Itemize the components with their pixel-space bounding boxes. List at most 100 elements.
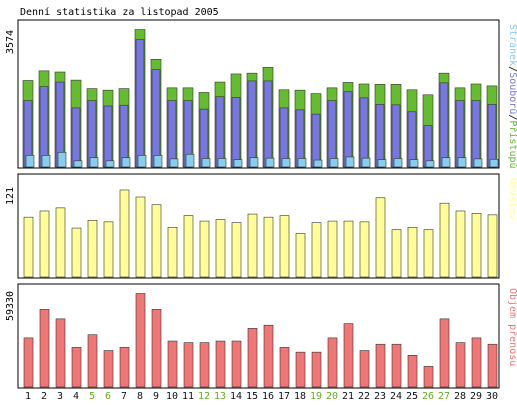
x-tick-label-day-6: 6: [105, 391, 111, 402]
bar-str-nek-day-26: [425, 160, 435, 168]
bar-str-nek-day-11: [185, 153, 195, 168]
bar-soubor--day-23: [375, 104, 385, 168]
bar-objem-p-enosu-day-27: [439, 318, 450, 388]
bar-n-v-t-v-day-11: [183, 215, 194, 278]
bar-objem-p-enosu-day-18: [295, 351, 306, 388]
bar-str-nek-day-22: [361, 157, 371, 168]
bar-n-v-t-v-day-16: [263, 216, 274, 278]
bar-objem-p-enosu-day-2: [39, 309, 50, 388]
bar-objem-p-enosu-day-30: [487, 343, 498, 388]
bar-objem-p-enosu-day-8: [135, 293, 146, 388]
bar-soubor--day-25: [407, 111, 417, 168]
panel-frame: [17, 19, 500, 169]
bar-objem-p-enosu-day-29: [471, 337, 482, 388]
legend-separator: /: [507, 114, 517, 120]
x-tick-label-day-14: 14: [230, 391, 242, 402]
x-tick-label-day-28: 28: [454, 391, 466, 402]
x-tick-label-day-18: 18: [294, 391, 306, 402]
y-max-label: 59330: [5, 291, 16, 321]
x-tick-label-day-8: 8: [137, 391, 143, 402]
bar-objem-p-enosu-day-6: [103, 350, 114, 388]
bar-str-nek-day-13: [217, 158, 227, 168]
bar-str-nek-day-20: [329, 158, 339, 168]
x-tick-label-day-2: 2: [41, 391, 47, 402]
bar-n-v-t-v-day-15: [247, 213, 258, 278]
bar-objem-p-enosu-day-5: [87, 334, 98, 388]
bar-soubor--day-6: [103, 105, 113, 168]
bar-n-v-t-v-day-14: [231, 222, 242, 278]
bar-objem-p-enosu-day-3: [55, 318, 66, 388]
bar-soubor--day-14: [231, 97, 241, 168]
bar-n-v-t-v-day-9: [151, 204, 162, 278]
x-tick-label-day-26: 26: [422, 391, 434, 402]
bar-n-v-t-v-day-4: [71, 227, 82, 278]
x-tick-label-day-4: 4: [73, 391, 79, 402]
bar-n-v-t-v-day-18: [295, 233, 306, 278]
bar-str-nek-day-8: [137, 155, 147, 168]
bar-objem-p-enosu-day-17: [279, 347, 290, 388]
bar-objem-p-enosu-day-12: [199, 342, 210, 388]
bar-str-nek-day-28: [457, 157, 467, 168]
x-tick-label-day-13: 13: [214, 391, 226, 402]
bar-n-v-t-v-day-29: [471, 212, 482, 278]
bar-objem-p-enosu-day-7: [119, 347, 130, 388]
x-tick-label-day-27: 27: [438, 391, 450, 402]
bar-str-nek-day-2: [41, 155, 51, 168]
x-tick-label-day-22: 22: [358, 391, 370, 402]
bar-n-v-t-v-day-24: [391, 229, 402, 278]
bar-objem-p-enosu-day-23: [375, 343, 386, 388]
x-tick-label-day-19: 19: [310, 391, 322, 402]
bar-objem-p-enosu-day-19: [311, 351, 322, 388]
legend-entry: Objem přenosu: [507, 288, 517, 366]
x-tick-label-day-21: 21: [342, 391, 354, 402]
bar-str-nek-day-15: [249, 157, 259, 168]
bar-soubor--day-16: [263, 80, 273, 168]
bar-n-v-t-v-day-3: [55, 207, 66, 278]
bar-objem-p-enosu-day-25: [407, 355, 418, 388]
y-max-label: 121: [5, 187, 16, 205]
x-tick-label-day-5: 5: [89, 391, 95, 402]
legend-separator: /: [507, 66, 517, 72]
bar-n-v-t-v-day-27: [439, 202, 450, 278]
bar-objem-p-enosu-day-14: [231, 340, 242, 388]
bar-str-nek-day-27: [441, 157, 451, 168]
bar-str-nek-day-7: [121, 157, 131, 168]
bar-str-nek-day-4: [73, 160, 83, 168]
bar-soubor--day-19: [311, 113, 321, 168]
bar-soubor--day-22: [359, 97, 369, 168]
bar-soubor--day-17: [279, 107, 289, 168]
bar-objem-p-enosu-day-10: [167, 340, 178, 388]
bar-str-nek-day-14: [233, 159, 243, 168]
panel-frame: [17, 283, 500, 389]
bar-soubor--day-15: [247, 80, 257, 168]
bar-n-v-t-v-day-21: [343, 220, 354, 278]
bar-n-v-t-v-day-6: [103, 221, 114, 278]
bar-soubor--day-21: [343, 91, 353, 168]
x-tick-label-day-9: 9: [153, 391, 159, 402]
bar-str-nek-day-16: [265, 157, 275, 168]
x-tick-label-day-11: 11: [182, 391, 194, 402]
bar-soubor--day-28: [455, 100, 465, 168]
x-tick-label-day-20: 20: [326, 391, 338, 402]
bar-soubor--day-9: [151, 69, 161, 168]
bar-str-nek-day-21: [345, 156, 355, 168]
bar-objem-p-enosu-day-13: [215, 340, 226, 388]
x-tick-label-day-23: 23: [374, 391, 386, 402]
x-tick-label-day-16: 16: [262, 391, 274, 402]
bar-str-nek-day-5: [89, 157, 99, 168]
legend-entry: Souborů: [507, 72, 517, 114]
bar-soubor--day-10: [167, 100, 177, 168]
bar-str-nek-day-19: [313, 159, 323, 168]
x-tick-label-day-1: 1: [25, 391, 31, 402]
y-max-label: 3574: [5, 30, 16, 54]
bar-objem-p-enosu-day-26: [423, 366, 434, 388]
bar-n-v-t-v-day-30: [487, 214, 498, 278]
chart-title: Denní statistika za listopad 2005: [20, 6, 219, 18]
bar-n-v-t-v-day-7: [119, 189, 130, 278]
bar-str-nek-day-17: [281, 158, 291, 168]
bar-soubor--day-20: [327, 100, 337, 168]
x-tick-label-day-15: 15: [246, 391, 258, 402]
bar-n-v-t-v-day-13: [215, 219, 226, 278]
bar-objem-p-enosu-day-11: [183, 342, 194, 388]
